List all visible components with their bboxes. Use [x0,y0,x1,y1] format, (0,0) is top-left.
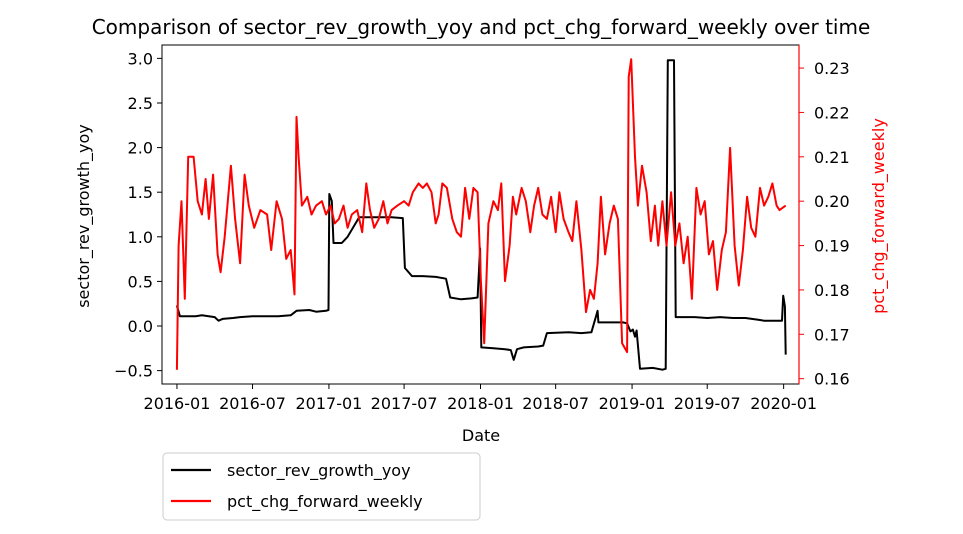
left-y-tick-label: 0.0 [128,317,153,336]
series-line-pct-chg-forward-weekly [175,58,787,370]
left-y-tick-label: 0.5 [128,272,153,291]
left-y-axis: −0.5 0.0 0.5 1.0 1.5 2.0 2.5 3.0 [114,49,162,381]
plot-lines [175,58,787,371]
left-y-tick-label: 1.5 [128,183,153,202]
series-line-sector-rev-growth-yoy [175,59,787,371]
left-y-axis-label: sector_rev_growth_yoy [74,124,94,308]
x-tick-label: 2020-01 [750,394,817,413]
x-tick-label: 2017-01 [296,394,363,413]
right-y-tick-label: 0.20 [814,192,850,211]
legend-label-sector-rev-growth: sector_rev_growth_yoy [227,461,411,481]
chart-title: Comparison of sector_rev_growth_yoy and … [92,15,871,39]
x-tick-label: 2018-01 [447,394,514,413]
legend-box [162,452,481,521]
left-y-tick-label: 1.0 [128,228,153,247]
right-y-tick-label: 0.17 [814,325,850,344]
right-y-tick-label: 0.18 [814,281,850,300]
x-tick-label: 2016-01 [144,394,211,413]
left-y-tick-label: −0.5 [114,362,153,381]
left-y-tick-label: 3.0 [128,49,153,68]
x-tick-label: 2019-07 [674,394,741,413]
right-y-tick-label: 0.19 [814,237,850,256]
legend-label-pct-chg-forward: pct_chg_forward_weekly [227,492,423,512]
left-y-tick-label: 2.0 [128,139,153,158]
right-y-tick-label: 0.23 [814,59,850,78]
left-y-tick-label: 2.5 [128,94,153,113]
right-y-tick-label: 0.16 [814,370,850,389]
legend: sector_rev_growth_yoy pct_chg_forward_we… [162,452,481,521]
x-tick-label: 2016-07 [219,394,286,413]
right-y-axis: 0.16 0.17 0.18 0.19 0.20 0.21 0.22 0.23 [799,59,850,389]
right-y-tick-label: 0.21 [814,148,850,167]
right-y-axis-label: pct_chg_forward_weekly [869,118,889,314]
x-axis-label: Date [462,426,500,445]
right-y-tick-label: 0.22 [814,103,850,122]
x-tick-label: 2017-07 [371,394,438,413]
x-axis: 2016-01 2016-07 2017-01 2017-07 2018-01 2018-… [144,384,817,413]
x-tick-label: 2019-01 [599,394,666,413]
x-tick-label: 2018-07 [522,394,589,413]
